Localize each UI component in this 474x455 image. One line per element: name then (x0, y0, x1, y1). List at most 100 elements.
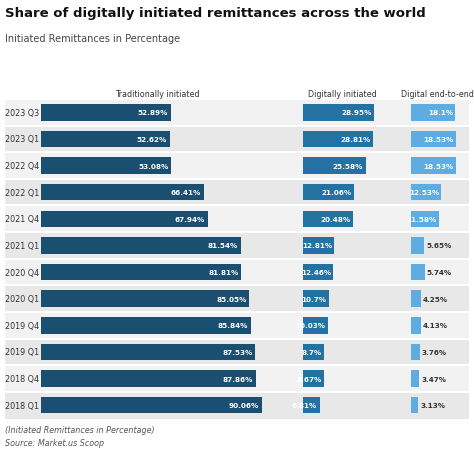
Bar (5, 312, 469, 339)
Text: 2023 Q1: 2023 Q1 (5, 135, 39, 144)
Bar (410, 370, 419, 387)
Bar (5, 286, 469, 312)
Text: 8.67%: 8.67% (297, 376, 322, 382)
Text: 5.74%: 5.74% (427, 269, 452, 275)
Text: 5.65%: 5.65% (426, 243, 452, 249)
Text: 85.05%: 85.05% (216, 296, 246, 302)
Bar (41, 211, 208, 228)
Bar (5, 100, 469, 126)
Text: (Initiated Remittances in Percentage)
Source: Market.us Scoop: (Initiated Remittances in Percentage) So… (5, 425, 155, 447)
Text: 85.84%: 85.84% (218, 323, 248, 329)
Bar (41, 370, 256, 387)
Text: 10.7%: 10.7% (302, 296, 327, 302)
Bar (303, 370, 324, 387)
Text: 87.86%: 87.86% (223, 376, 253, 382)
Bar (410, 185, 441, 201)
Bar (410, 105, 455, 121)
Bar (41, 105, 171, 121)
Bar (303, 397, 319, 414)
Bar (303, 264, 334, 281)
Text: 18.53%: 18.53% (424, 163, 454, 169)
Text: 2018 Q1: 2018 Q1 (5, 401, 39, 410)
Bar (5, 153, 469, 179)
Text: 81.81%: 81.81% (208, 269, 238, 275)
Text: 3.47%: 3.47% (421, 376, 446, 382)
Text: 53.08%: 53.08% (138, 163, 168, 169)
Text: 12.81%: 12.81% (302, 243, 332, 249)
Text: 90.06%: 90.06% (228, 402, 259, 408)
Bar (303, 318, 328, 334)
Text: 67.94%: 67.94% (174, 216, 205, 222)
Text: 3.13%: 3.13% (420, 402, 445, 408)
Bar (5, 392, 469, 419)
Text: 2023 Q3: 2023 Q3 (5, 109, 39, 117)
Text: 52.62%: 52.62% (137, 136, 167, 142)
Text: Share of digitally initiated remittances across the world: Share of digitally initiated remittances… (5, 7, 426, 20)
Text: 20.48%: 20.48% (320, 216, 351, 222)
Text: 2021 Q4: 2021 Q4 (5, 215, 39, 224)
Bar (410, 264, 425, 281)
Text: 52.89%: 52.89% (137, 110, 168, 116)
Bar (410, 318, 421, 334)
Text: 11.58%: 11.58% (407, 216, 437, 222)
Text: Initiated Remittances in Percentage: Initiated Remittances in Percentage (5, 34, 180, 44)
Text: 21.06%: 21.06% (322, 190, 352, 196)
Text: 18.53%: 18.53% (424, 136, 454, 142)
Text: 2022 Q1: 2022 Q1 (5, 188, 39, 197)
Bar (5, 365, 469, 392)
Bar (41, 238, 241, 254)
Bar (5, 206, 469, 233)
Bar (410, 397, 418, 414)
Bar (5, 233, 469, 259)
Bar (41, 397, 262, 414)
Bar (41, 131, 170, 148)
Text: 28.81%: 28.81% (341, 136, 371, 142)
Bar (303, 211, 353, 228)
Bar (303, 185, 355, 201)
Bar (41, 318, 251, 334)
Bar (410, 291, 421, 307)
Text: 8.7%: 8.7% (302, 349, 322, 355)
Text: 2019 Q4: 2019 Q4 (5, 321, 39, 330)
Bar (303, 238, 334, 254)
Text: 6.81%: 6.81% (292, 402, 317, 408)
Bar (41, 264, 241, 281)
Bar (410, 158, 456, 174)
Text: 12.53%: 12.53% (409, 190, 439, 196)
Bar (41, 185, 204, 201)
Bar (303, 105, 374, 121)
Text: Digitally initiated: Digitally initiated (308, 90, 376, 98)
Bar (303, 158, 365, 174)
Bar (303, 344, 324, 360)
Text: 2020 Q4: 2020 Q4 (5, 268, 39, 277)
Text: 25.58%: 25.58% (333, 163, 363, 169)
Text: Traditionally initiated: Traditionally initiated (115, 90, 200, 98)
Text: 12.46%: 12.46% (301, 269, 331, 275)
Text: 2019 Q1: 2019 Q1 (5, 348, 39, 357)
Bar (410, 238, 424, 254)
Bar (5, 179, 469, 206)
Text: 81.54%: 81.54% (208, 243, 238, 249)
Text: 2021 Q1: 2021 Q1 (5, 242, 39, 250)
Bar (303, 291, 329, 307)
Text: 87.53%: 87.53% (222, 349, 253, 355)
Bar (5, 126, 469, 153)
Bar (41, 158, 171, 174)
Text: Digital end-to-end: Digital end-to-end (401, 90, 474, 98)
Bar (410, 131, 456, 148)
Text: 2018 Q4: 2018 Q4 (5, 374, 39, 383)
Text: 2020 Q1: 2020 Q1 (5, 294, 39, 303)
Text: 2022 Q4: 2022 Q4 (5, 162, 39, 171)
Text: 10.03%: 10.03% (295, 323, 325, 329)
Bar (303, 131, 374, 148)
Text: 4.13%: 4.13% (423, 323, 447, 329)
Text: 18.1%: 18.1% (428, 110, 453, 116)
Bar (5, 259, 469, 286)
Text: 28.95%: 28.95% (341, 110, 371, 116)
Bar (410, 211, 439, 228)
Bar (410, 344, 420, 360)
Bar (41, 291, 249, 307)
Bar (41, 344, 255, 360)
Text: 66.41%: 66.41% (171, 190, 201, 196)
Text: 4.25%: 4.25% (423, 296, 448, 302)
